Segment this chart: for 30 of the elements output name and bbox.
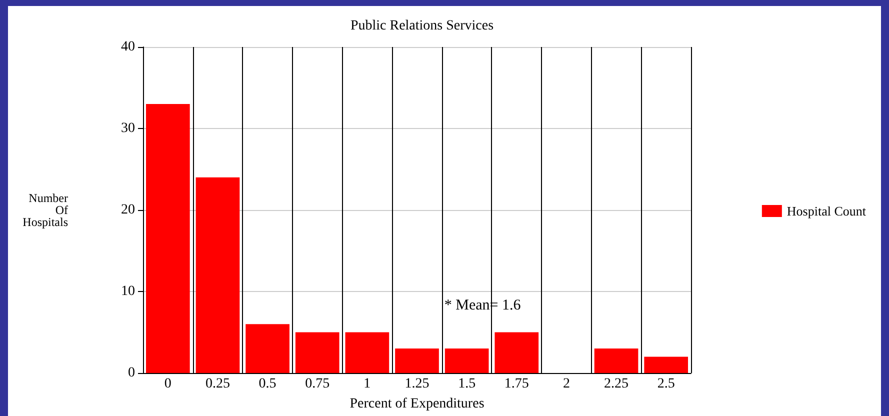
y-tick-label: 30 — [121, 121, 135, 136]
x-tick-label: 2 — [562, 376, 570, 392]
x-tick-label: 1.5 — [458, 376, 476, 392]
bar — [644, 356, 688, 373]
bar — [444, 348, 489, 373]
y-tick-label: 0 — [128, 366, 135, 380]
bar — [246, 324, 290, 373]
y-tick-label: 40 — [121, 40, 135, 54]
chart-title: Public Relations Services — [350, 18, 494, 34]
bar — [395, 348, 439, 373]
x-tick-label: 0 — [164, 376, 172, 392]
bar — [295, 332, 340, 373]
bar — [594, 348, 638, 373]
x-tick-label: 1.25 — [404, 376, 430, 392]
x-tick-label: 0.25 — [205, 376, 230, 392]
y-tick-label: 20 — [121, 202, 135, 218]
bar — [146, 104, 190, 373]
x-tick-label: 2.5 — [657, 376, 675, 392]
x-tick-label: 0.75 — [305, 376, 330, 392]
x-axis-title: Percent of Expenditures — [350, 396, 484, 412]
legend-label: Hospital Count — [786, 204, 866, 218]
x-tick-label: 1.75 — [504, 376, 529, 392]
bar — [494, 332, 539, 373]
bar — [196, 177, 240, 373]
x-tick-label: 0.5 — [258, 376, 276, 392]
y-axis-title: Number Of Hospitals — [22, 191, 68, 229]
x-tick-label: 2.25 — [604, 376, 629, 392]
y-tick-label: 10 — [121, 284, 135, 299]
bar — [345, 332, 390, 373]
x-tick-label: 1 — [364, 376, 371, 392]
